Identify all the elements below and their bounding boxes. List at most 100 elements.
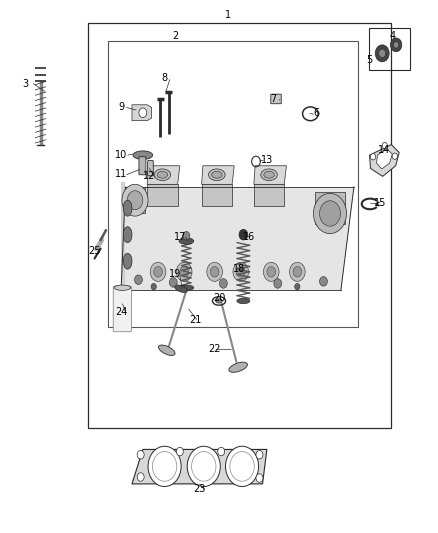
Text: 10: 10 (115, 150, 127, 160)
Text: 12: 12 (143, 172, 155, 181)
Circle shape (226, 446, 258, 487)
Text: 4: 4 (390, 31, 396, 41)
Polygon shape (370, 144, 399, 176)
Text: 9: 9 (118, 102, 124, 112)
Text: 2: 2 (172, 31, 179, 41)
Bar (108, 41, 358, 327)
Circle shape (170, 278, 177, 287)
FancyBboxPatch shape (113, 286, 131, 332)
Polygon shape (147, 166, 180, 184)
Circle shape (290, 262, 305, 281)
Polygon shape (254, 166, 286, 184)
Ellipse shape (175, 285, 187, 293)
Text: 1: 1 (225, 10, 231, 20)
Circle shape (256, 474, 263, 482)
Text: 3: 3 (22, 78, 28, 88)
Ellipse shape (216, 299, 222, 303)
Circle shape (267, 266, 276, 277)
Circle shape (237, 266, 245, 277)
Ellipse shape (154, 169, 171, 181)
Bar (88, 22, 391, 428)
Circle shape (295, 284, 300, 290)
Circle shape (134, 275, 142, 285)
Text: 17: 17 (173, 232, 186, 243)
Circle shape (137, 450, 144, 459)
Text: 7: 7 (270, 94, 276, 104)
Circle shape (150, 262, 166, 281)
Text: 13: 13 (261, 156, 273, 165)
Polygon shape (121, 187, 354, 290)
Circle shape (239, 229, 248, 240)
Circle shape (137, 473, 144, 481)
Ellipse shape (212, 171, 222, 178)
Circle shape (177, 447, 184, 456)
Circle shape (371, 154, 376, 160)
Polygon shape (201, 166, 234, 184)
Ellipse shape (157, 171, 168, 178)
Circle shape (219, 279, 227, 288)
Circle shape (256, 450, 263, 459)
Circle shape (263, 262, 279, 281)
Circle shape (320, 201, 340, 226)
Bar (369, 28, 410, 70)
Text: 22: 22 (208, 344, 221, 354)
Polygon shape (377, 149, 392, 169)
Polygon shape (201, 184, 232, 206)
Text: 25: 25 (89, 246, 101, 256)
Text: 24: 24 (115, 306, 127, 317)
Circle shape (187, 446, 220, 487)
Circle shape (207, 262, 223, 281)
Ellipse shape (123, 253, 132, 269)
Circle shape (210, 266, 219, 277)
Ellipse shape (123, 200, 132, 216)
Circle shape (391, 38, 402, 52)
Circle shape (320, 277, 327, 286)
Circle shape (274, 279, 282, 288)
Ellipse shape (159, 345, 175, 356)
Ellipse shape (264, 171, 274, 178)
Text: 18: 18 (233, 264, 245, 274)
Text: 14: 14 (378, 145, 391, 155)
Text: 16: 16 (244, 232, 256, 243)
Circle shape (218, 447, 225, 456)
Circle shape (122, 184, 148, 216)
Polygon shape (315, 192, 345, 224)
Polygon shape (254, 184, 284, 206)
Circle shape (293, 266, 302, 277)
FancyBboxPatch shape (271, 94, 281, 104)
Ellipse shape (123, 227, 132, 243)
Circle shape (139, 108, 147, 117)
Circle shape (392, 153, 397, 159)
FancyBboxPatch shape (139, 157, 146, 175)
Text: 6: 6 (314, 108, 320, 118)
Circle shape (382, 142, 388, 149)
Circle shape (393, 42, 399, 48)
Ellipse shape (237, 298, 250, 304)
Circle shape (177, 262, 192, 281)
Circle shape (127, 191, 143, 210)
Text: 8: 8 (162, 73, 168, 83)
Text: 21: 21 (189, 314, 201, 325)
Text: 15: 15 (374, 198, 386, 208)
Polygon shape (132, 449, 267, 484)
Ellipse shape (114, 285, 131, 290)
Circle shape (154, 266, 162, 277)
Circle shape (233, 262, 249, 281)
Polygon shape (147, 184, 178, 206)
Text: 11: 11 (115, 169, 127, 179)
Circle shape (180, 266, 188, 277)
Polygon shape (132, 105, 152, 120)
FancyBboxPatch shape (148, 160, 153, 176)
Ellipse shape (133, 151, 152, 159)
Circle shape (151, 284, 156, 290)
Ellipse shape (208, 169, 225, 181)
Polygon shape (125, 187, 145, 214)
Circle shape (314, 193, 346, 233)
Ellipse shape (261, 169, 277, 181)
Text: 5: 5 (366, 55, 372, 64)
Polygon shape (121, 182, 125, 290)
Circle shape (148, 446, 181, 487)
Ellipse shape (179, 238, 194, 244)
Ellipse shape (229, 362, 247, 373)
Text: 23: 23 (193, 484, 205, 494)
